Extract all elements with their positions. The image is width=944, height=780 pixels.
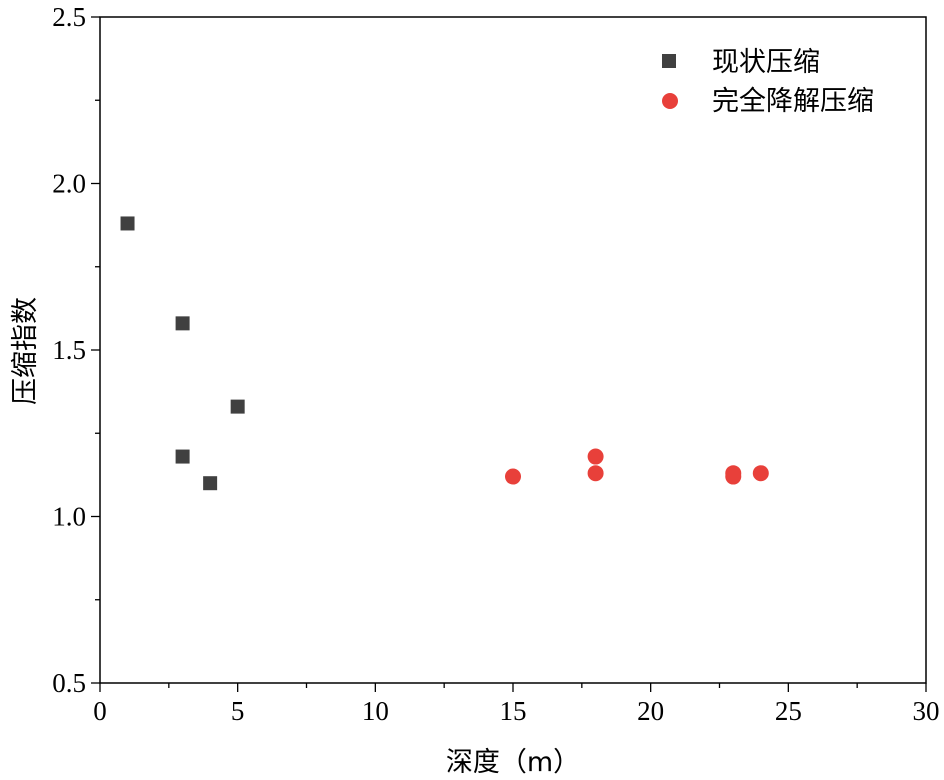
point-series-1 [230,399,245,414]
x-tick-label: 15 [500,696,527,726]
y-axis-title: 压缩指数 [10,297,41,405]
legend-label-series-2: 完全降解压缩 [712,86,874,117]
x-tick-label: 5 [231,696,245,726]
x-tick-label: 0 [93,696,107,726]
legend: 现状压缩 完全降解压缩 [662,47,874,117]
axis-ticks [91,16,927,692]
point-series-2 [725,468,742,485]
y-tick-label: 0.5 [52,668,86,698]
y-tick-label: 2.5 [52,2,86,32]
point-series-2 [752,465,769,482]
legend-marker-square [662,54,676,68]
data-points [120,216,769,491]
legend-marker-circle [662,93,678,109]
point-series-2 [587,448,604,465]
point-series-2 [505,468,521,485]
x-tick-label: 20 [637,696,664,726]
x-axis-title: 深度（m） [446,747,580,778]
x-tick-label: 10 [362,696,389,726]
point-series-2 [587,465,604,482]
point-series-1 [120,216,135,231]
point-series-1 [175,449,190,464]
x-tick-label: 30 [913,696,940,726]
point-series-1 [175,316,190,331]
point-series-1 [203,476,218,491]
x-tick-label: 25 [775,696,802,726]
y-tick-label: 2.0 [52,169,86,199]
y-tick-label: 1.0 [52,502,86,532]
y-tick-label: 1.5 [52,335,86,365]
axis-tick-labels: 0 5 10 15 20 25 30 0.5 1.0 1.5 2.0 2.5 [52,2,939,726]
legend-label-series-1: 现状压缩 [712,47,820,78]
